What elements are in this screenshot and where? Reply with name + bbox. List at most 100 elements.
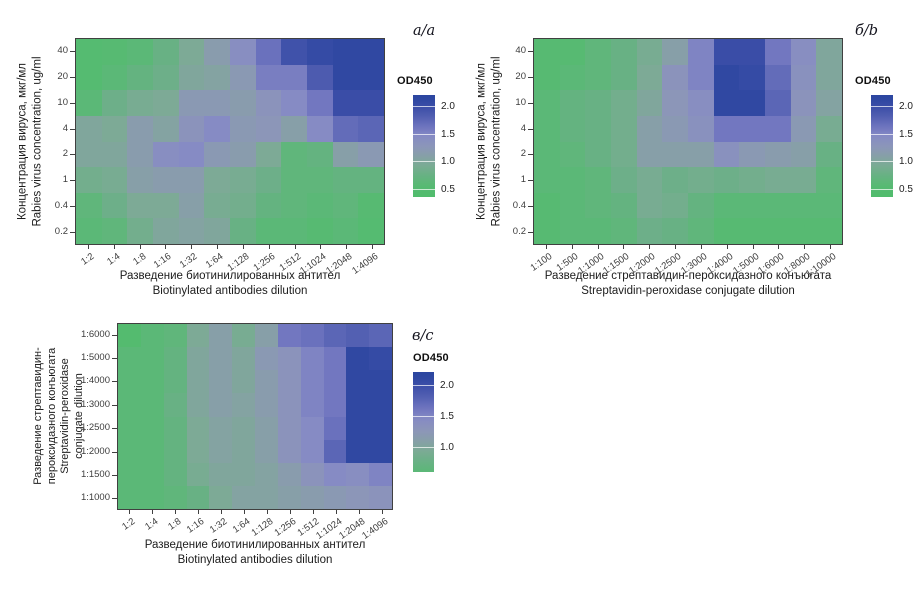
- heatmap-cell: [152, 218, 179, 244]
- panel-b-tag: б/b: [855, 23, 879, 39]
- heatmap-cell: [300, 485, 324, 509]
- heatmap-cell: [610, 167, 637, 193]
- heatmap-cell: [358, 64, 384, 91]
- heatmap-cell: [323, 439, 347, 463]
- y-tick-label: 1:3000: [80, 398, 110, 410]
- heatmap-cell: [152, 192, 179, 219]
- heatmap-cell: [739, 192, 765, 219]
- legend-tick-mark: [871, 133, 893, 135]
- y-axis-title-line: пероксидазного конъюгата: [45, 347, 58, 485]
- x-axis-tick: [268, 245, 270, 249]
- heatmap-cell: [713, 167, 740, 193]
- heatmap-cell: [534, 141, 560, 168]
- heatmap-cell: [713, 141, 740, 168]
- y-axis-tick: [70, 154, 75, 156]
- x-axis-tick: [294, 245, 296, 249]
- heatmap-cell: [369, 370, 392, 394]
- heatmap-cell: [713, 115, 740, 142]
- y-axis-tick: [70, 180, 75, 182]
- heatmap-grid-a: [76, 39, 384, 244]
- heatmap-cell: [323, 485, 347, 509]
- heatmap-cell: [585, 218, 611, 244]
- heatmap-cell: [306, 39, 333, 65]
- x-axis-tick: [649, 245, 651, 249]
- heatmap-cell: [346, 393, 370, 417]
- heatmap-cell: [281, 64, 307, 91]
- heatmap-cell: [790, 64, 817, 91]
- heatmap-cell: [662, 39, 688, 65]
- heatmap-cell: [816, 90, 842, 116]
- heatmap-cell: [204, 39, 230, 65]
- y-tick-label: 20: [515, 70, 526, 82]
- legend-tick-mark: [871, 188, 893, 190]
- heatmap-cell: [687, 218, 714, 244]
- y-tick-label: 10: [515, 96, 526, 108]
- heatmap-cell: [76, 218, 102, 244]
- heatmap-cell: [140, 393, 164, 417]
- x-axis-tick: [220, 510, 222, 514]
- y-tick-label: 40: [57, 44, 68, 56]
- heatmap-cell: [559, 64, 586, 91]
- heatmap-cell: [739, 39, 765, 65]
- heatmap-cell: [687, 39, 714, 65]
- heatmap-cell: [255, 370, 278, 394]
- heatmap-cell: [101, 115, 128, 142]
- legend-tick-mark: [413, 447, 434, 448]
- heatmap-cell: [229, 64, 256, 91]
- x-axis-tick: [700, 245, 702, 249]
- heatmap-cell: [277, 462, 301, 486]
- heatmap-cell: [186, 370, 210, 394]
- heatmap-cell: [186, 462, 210, 486]
- heatmap-panel-c: [117, 323, 393, 510]
- heatmap-cell: [300, 416, 324, 440]
- heatmap-cell: [281, 115, 307, 142]
- heatmap-cell: [152, 39, 179, 65]
- heatmap-cell: [281, 141, 307, 168]
- heatmap-cell: [127, 141, 153, 168]
- x-axis-tick: [217, 245, 219, 249]
- heatmap-cell: [687, 192, 714, 219]
- heatmap-cell: [255, 324, 278, 348]
- heatmap-cell: [229, 39, 256, 65]
- heatmap-cell: [232, 416, 255, 440]
- x-axis-tick: [165, 245, 167, 249]
- heatmap-cell: [118, 370, 141, 394]
- y-axis-tick: [528, 76, 533, 78]
- legend-tick-label: 2.0: [441, 101, 455, 113]
- heatmap-cell: [186, 485, 210, 509]
- heatmap-cell: [209, 439, 233, 463]
- heatmap-cell: [610, 39, 637, 65]
- heatmap-cell: [332, 141, 359, 168]
- x-axis-tick: [830, 245, 832, 249]
- y-axis-tick: [528, 128, 533, 130]
- heatmap-cell: [816, 64, 842, 91]
- heatmap-cell: [76, 141, 102, 168]
- heatmap-cell: [585, 192, 611, 219]
- panel-a-tag: а/a: [413, 23, 436, 39]
- heatmap-cell: [209, 324, 233, 348]
- heatmap-cell: [534, 115, 560, 142]
- heatmap-cell: [178, 64, 205, 91]
- heatmap-cell: [101, 39, 128, 65]
- legend-title-b: OD450: [855, 75, 891, 87]
- heatmap-cell: [662, 192, 688, 219]
- heatmap-cell: [346, 347, 370, 371]
- heatmap-cell: [323, 393, 347, 417]
- heatmap-cell: [306, 115, 333, 142]
- x-axis-tick: [174, 510, 176, 514]
- heatmap-cell: [585, 64, 611, 91]
- x-axis-tick: [358, 510, 360, 514]
- heatmap-cell: [790, 218, 817, 244]
- y-axis-tick: [70, 50, 75, 52]
- heatmap-cell: [277, 324, 301, 348]
- legend-tick-mark: [413, 161, 435, 163]
- heatmap-cell: [232, 324, 255, 348]
- heatmap-cell: [101, 64, 128, 91]
- heatmap-cell: [229, 141, 256, 168]
- y-tick-label: 0.2: [512, 226, 526, 238]
- y-axis-tick: [112, 404, 117, 406]
- heatmap-cell: [790, 39, 817, 65]
- heatmap-cell: [687, 167, 714, 193]
- legend-tick-label: 1.5: [441, 128, 455, 140]
